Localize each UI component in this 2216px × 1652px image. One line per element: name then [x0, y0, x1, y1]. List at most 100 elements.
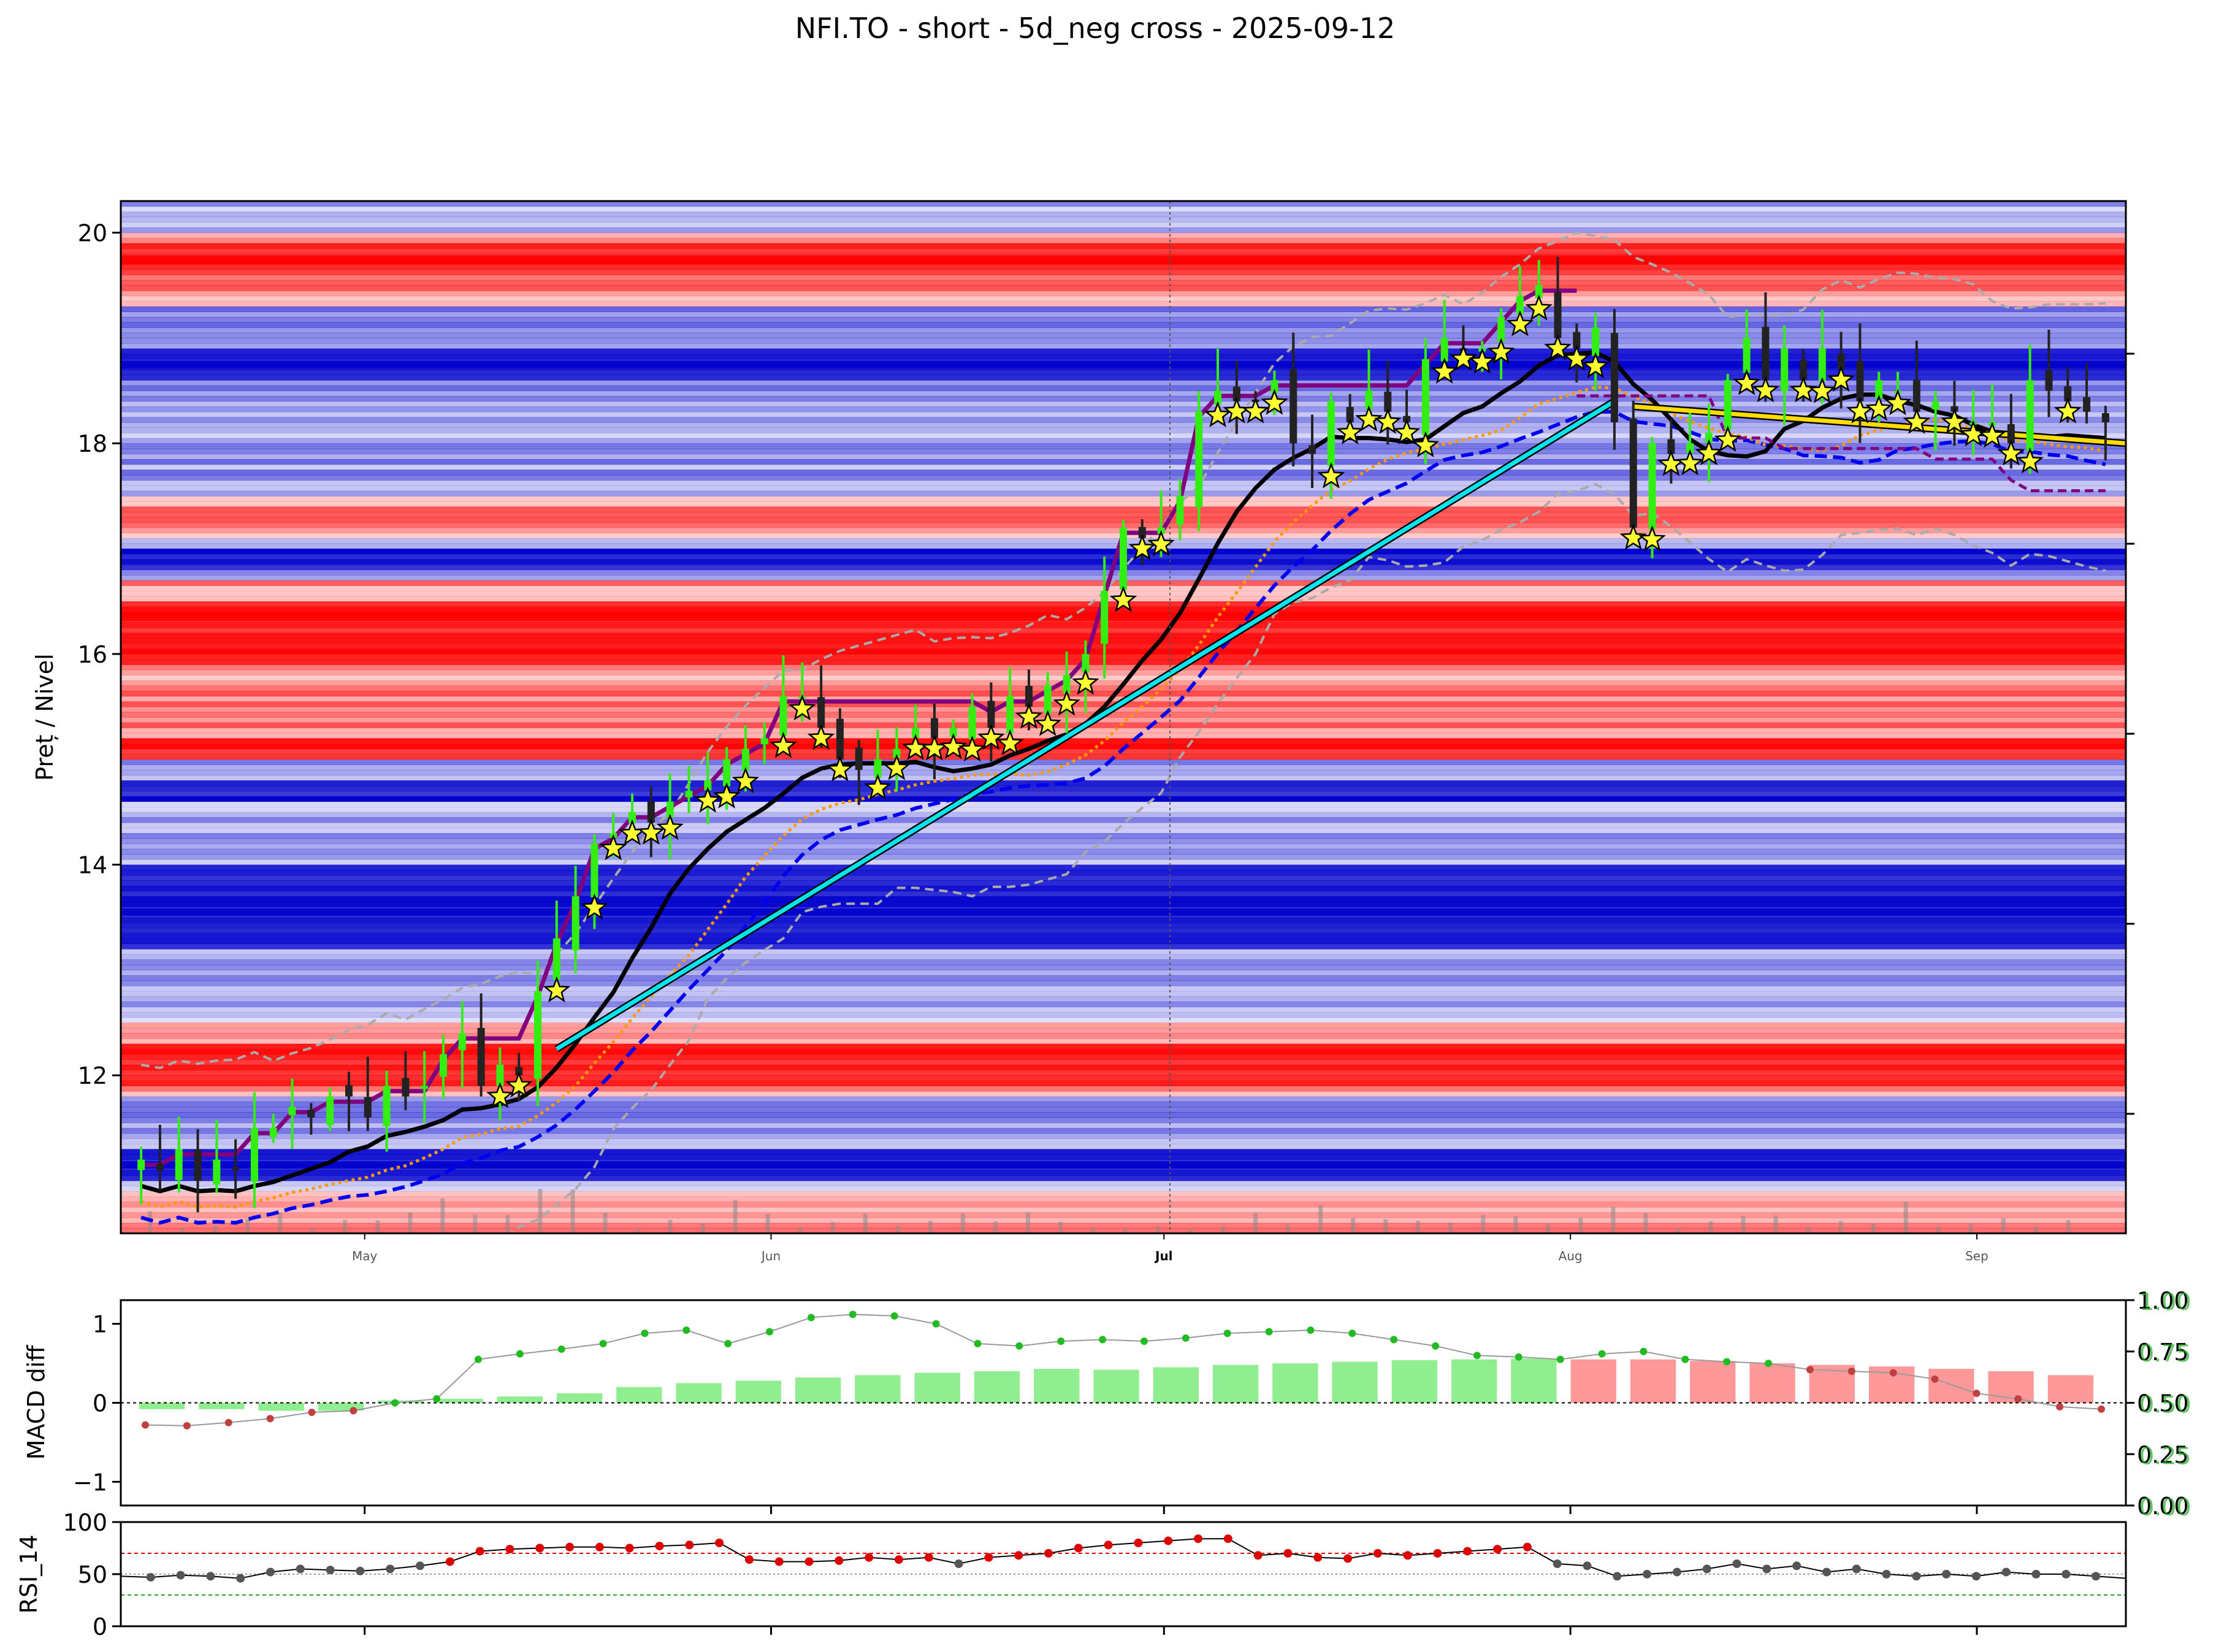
volume-bar — [960, 1213, 965, 1233]
price-band — [121, 891, 2126, 897]
macd-histogram-bar — [1570, 1359, 1616, 1403]
price-band — [121, 875, 2126, 881]
candle-body — [1327, 401, 1335, 466]
rsi-point — [1283, 1549, 1293, 1558]
price-band — [121, 828, 2126, 834]
candle-body — [345, 1085, 353, 1097]
candle-body — [987, 701, 995, 728]
macd-histogram-bar — [1332, 1361, 1378, 1403]
volume-bars — [148, 1189, 2071, 1233]
signal-star — [1506, 310, 1534, 337]
candle-body — [440, 1054, 448, 1077]
price-band — [121, 1201, 2126, 1208]
price-band — [121, 638, 2126, 644]
signal-star — [505, 1071, 533, 1098]
macd-histogram-bar — [795, 1377, 841, 1403]
price-band — [121, 459, 2126, 465]
candle-body — [1120, 527, 1127, 590]
volume-bar — [1156, 1225, 1161, 1233]
price-band — [121, 838, 2126, 844]
y-tick-label: 12 — [78, 1062, 107, 1089]
price-band — [121, 306, 2126, 313]
rsi-point — [1493, 1545, 1502, 1554]
candle-body — [1063, 675, 1071, 694]
price-band — [121, 933, 2126, 939]
volume-bar — [603, 1212, 608, 1233]
price-band — [121, 216, 2126, 223]
ma-black — [140, 350, 2106, 1193]
price-band — [121, 1112, 2126, 1118]
rsi-point — [1463, 1547, 1472, 1556]
rsi-point — [1164, 1536, 1173, 1545]
volume-bar — [1773, 1216, 1778, 1233]
price-band — [121, 375, 2126, 381]
candle-body — [1724, 380, 1732, 430]
macd-histogram-bar — [735, 1380, 782, 1403]
candle-body — [1082, 653, 1090, 673]
signal-star — [807, 723, 835, 750]
price-band — [121, 291, 2126, 297]
rsi-point — [1194, 1534, 1203, 1544]
candle-body — [1138, 527, 1146, 538]
price-band — [121, 369, 2126, 376]
macd-histogram-bar — [1153, 1367, 1199, 1403]
rsi-point — [744, 1555, 754, 1564]
candle-body — [2101, 413, 2109, 422]
volume-bar — [668, 1219, 673, 1233]
price-band — [121, 606, 2126, 612]
signal-star — [1109, 585, 1137, 612]
rsi-point — [1672, 1567, 1681, 1577]
volume-bar — [1838, 1221, 1843, 1233]
volume-bar — [830, 1222, 835, 1233]
macd-point — [308, 1408, 316, 1416]
price-band — [121, 1222, 2126, 1229]
price-band — [121, 807, 2126, 813]
trend-line-down — [1633, 404, 2126, 446]
x-tick-label: Aug — [1559, 1249, 1583, 1263]
volume-bar — [1741, 1216, 1746, 1233]
key-level-band — [121, 255, 2126, 263]
price-band — [121, 1207, 2126, 1213]
signal-star — [882, 754, 911, 780]
candle-body — [1516, 295, 1524, 314]
macd-point — [1140, 1338, 1148, 1345]
candle-body — [534, 991, 542, 1079]
purple-dashed-line — [1576, 394, 2106, 493]
volume-bar — [895, 1226, 900, 1233]
y2-tick-label: 0.50 — [2137, 1390, 2189, 1417]
right-tick-marks — [2126, 352, 2134, 1115]
candle-body — [137, 1159, 145, 1170]
rsi-point — [416, 1561, 425, 1570]
signal-star — [1733, 368, 1760, 395]
signal-star — [1355, 405, 1383, 432]
rsi-point — [2061, 1570, 2071, 1578]
rsi-point — [804, 1557, 814, 1566]
price-band — [121, 854, 2126, 860]
price-band — [121, 238, 2126, 244]
rsi-point — [1882, 1570, 1891, 1578]
rsi-point — [326, 1566, 335, 1575]
price-band — [121, 633, 2126, 639]
purple-step-line — [141, 288, 1577, 1167]
macd-histogram-bar — [1034, 1369, 1080, 1403]
price-band — [121, 1175, 2126, 1181]
price-band — [121, 691, 2126, 697]
rsi-point — [1373, 1549, 1382, 1558]
macd-histogram-bar — [378, 1400, 424, 1403]
signal-star — [693, 786, 722, 813]
price-band — [121, 1154, 2126, 1160]
candle-body — [666, 801, 674, 818]
candle-body — [1421, 359, 1429, 435]
volume-bar — [1481, 1215, 1486, 1233]
price-band — [121, 1186, 2126, 1192]
volume-bar — [2033, 1226, 2038, 1233]
rsi-point — [1313, 1553, 1323, 1562]
price-band — [121, 201, 2126, 207]
rsi-point — [1942, 1570, 1951, 1578]
price-band — [121, 327, 2126, 333]
candle-body — [1497, 317, 1505, 342]
price-y-axis: 12 14 16 18 20 — [78, 220, 121, 1089]
signal-star — [1544, 334, 1572, 360]
volume-bar — [1871, 1224, 1876, 1233]
price-band — [121, 427, 2126, 433]
